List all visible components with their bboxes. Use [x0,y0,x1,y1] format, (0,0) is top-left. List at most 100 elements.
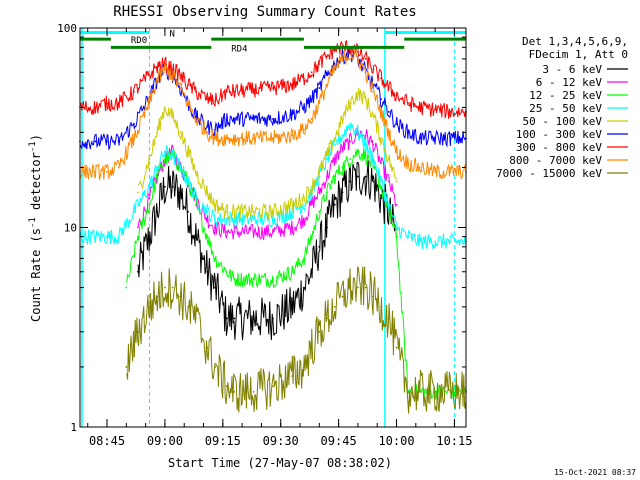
x-axis-label: Start Time (27-May-07 08:38:02) [168,456,392,470]
state-bar-rd0: RD0 [80,36,466,46]
data-point [357,175,359,178]
y-axis-label-end: ) [29,134,43,141]
x-tick-label: 09:15 [205,434,241,448]
legend-label-300-800-kev: 300 - 800 keV [516,141,602,154]
x-tick-label: 10:15 [436,434,472,448]
x-tick-label: 09:00 [147,434,183,448]
data-point [434,170,437,173]
series-7000-15000-kev [125,266,467,414]
data-point [206,210,209,213]
data-point [252,218,255,221]
data-point [349,158,352,161]
data-point [418,166,421,169]
data-point [310,71,313,74]
legend-label-3-6-kev: 3 - 6 keV [542,63,602,76]
data-point [326,158,328,161]
data-point [194,197,197,200]
series-line-300-800-kev [79,40,466,119]
data-point [137,191,139,194]
data-point [233,317,236,320]
series-50-100-kev [137,87,398,221]
data-point [179,131,182,134]
state-bar-n: N [80,29,466,39]
data-point [125,286,128,289]
chart-title: RHESSI Observing Summary Count Rates [113,4,416,20]
data-point [94,140,97,143]
data-point [233,390,236,393]
data-point [333,143,336,146]
data-point [395,180,398,183]
state-bar-rd4: RD4 [110,44,405,54]
series-line-800-7000-kev [79,49,466,180]
series-800-7000-kev [79,49,467,180]
data-point [194,203,197,206]
data-point [302,203,305,206]
data-point [364,286,367,289]
series-line-7000-15000-kev [126,266,466,414]
data-point [341,295,344,298]
y-axis-label-main: Count Rate (s [29,228,43,322]
axes-group: 1 10 100 08:45 09:00 09:15 09:30 09:45 10:00 10:1… [57,22,472,448]
data-point [106,170,108,173]
series-line-100-300-kev [79,46,466,151]
legend-label-7000-15000-kev: 7000 - 15000 keV [496,167,602,180]
data-point [272,385,274,388]
data-point [364,58,367,60]
legend-label-25-50-kev: 25 - 50 keV [529,102,602,115]
y-tick-label: 1 [70,421,77,434]
y-axis-label-sup1: -1 [28,217,38,228]
y-axis-label-sup2: -1 [28,141,38,152]
state-bar-label: RD4 [231,44,247,54]
y-axis-label: Count Rate (s-1 detector-1) [28,134,43,322]
data-point [318,330,321,333]
series-line-3-6-kev [137,160,397,341]
state-bar-label: RD0 [131,36,147,46]
data-point [380,180,382,183]
data-point [117,166,120,169]
series-group [79,40,467,414]
data-point [252,390,255,393]
legend-label-800-7000-kev: 800 - 7000 keV [509,154,602,167]
x-tick-label: 08:45 [89,434,125,448]
data-point [179,87,182,89]
data-point [125,366,128,368]
data-point [434,240,437,243]
data-point [310,118,313,120]
y-tick-label: 100 [57,22,77,35]
legend-label-12-25-kev: 12 - 25 keV [529,89,602,102]
legend-label-100-300-kev: 100 - 300 keV [516,128,602,141]
legend-header-line: FDecim 1, Att 0 [529,48,628,61]
legend-label-50-100-kev: 50 - 100 keV [523,115,603,128]
data-point [387,210,390,213]
data-point [164,185,166,188]
data-point [418,390,421,393]
data-point [148,197,151,200]
data-point [291,210,294,213]
data-point [164,286,166,289]
data-point [395,346,398,349]
state-bar-label: N [169,29,174,39]
data-point [349,53,352,55]
series-300-800-kev [79,40,467,119]
footer-date: 15-Oct-2021 08:37 [554,468,636,477]
data-point [357,286,359,289]
x-tick-label: 09:30 [263,434,299,448]
data-point [387,110,390,113]
legend-header-line: Det 1,3,4,5,6,9, [522,35,628,48]
y-tick-label: 10 [64,222,77,235]
data-point [171,286,174,289]
x-tick-label: 10:00 [378,434,414,448]
data-point [407,390,409,393]
series-line-50-100-kev [137,87,397,221]
data-point [148,102,151,105]
data-point [318,87,321,89]
legend: Det 1,3,4,5,6,9,FDecim 1, Att 0 3 - 6 keV… [496,35,628,180]
data-point [395,203,398,206]
data-point [333,305,336,308]
data-point [349,140,352,143]
series-3-6-kev [137,160,398,341]
state-bars-group: N RD0 RD4 [80,29,466,54]
x-tick-label: 09:45 [321,434,357,448]
y-axis-label-mid: detector [29,152,43,217]
